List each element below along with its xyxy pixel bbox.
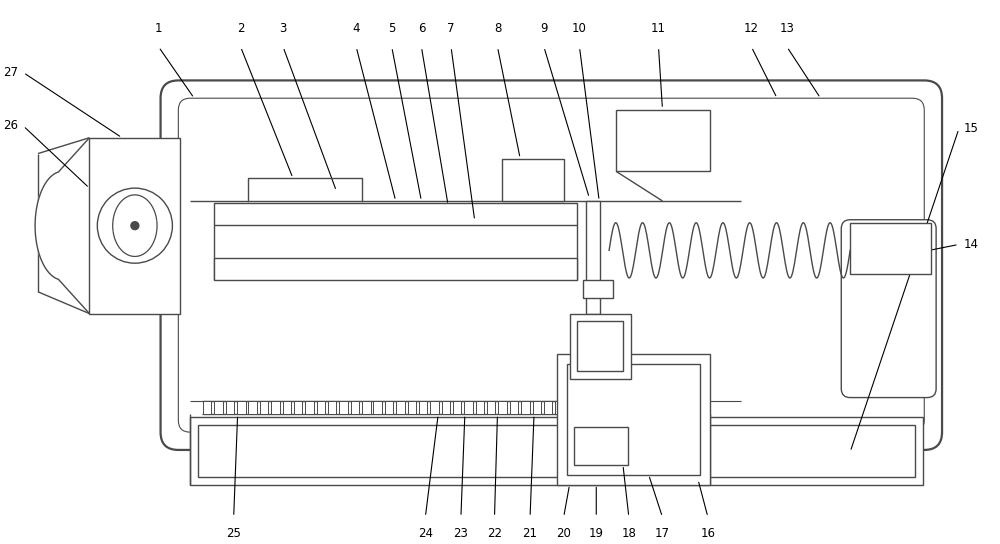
Bar <box>214 258 577 280</box>
Bar <box>510 400 518 415</box>
Text: 16: 16 <box>700 527 715 540</box>
Bar <box>533 400 541 415</box>
Bar <box>385 400 393 415</box>
Bar <box>583 280 613 298</box>
Bar <box>396 400 405 415</box>
Bar <box>214 203 577 225</box>
Bar <box>498 400 507 415</box>
Bar <box>89 138 180 313</box>
Text: 12: 12 <box>744 22 759 35</box>
Bar <box>237 400 246 415</box>
Bar <box>190 417 923 485</box>
Text: 24: 24 <box>418 527 433 540</box>
Bar <box>577 322 623 371</box>
Bar <box>453 400 461 415</box>
Bar <box>339 400 348 415</box>
Bar <box>476 400 484 415</box>
Bar <box>408 400 416 415</box>
FancyBboxPatch shape <box>841 220 936 398</box>
Text: 4: 4 <box>352 22 360 35</box>
Bar <box>248 400 257 415</box>
Bar <box>555 400 564 415</box>
Text: 6: 6 <box>418 22 425 35</box>
Bar <box>419 400 427 415</box>
Text: 13: 13 <box>780 22 794 35</box>
Text: 5: 5 <box>388 22 395 35</box>
Text: 26: 26 <box>3 119 18 132</box>
Bar <box>464 400 473 415</box>
Bar <box>271 400 280 415</box>
Bar <box>586 201 600 313</box>
Text: 20: 20 <box>556 527 571 540</box>
Text: 7: 7 <box>447 22 455 35</box>
Bar <box>260 400 268 415</box>
Polygon shape <box>35 172 58 279</box>
Text: 23: 23 <box>453 527 468 540</box>
Text: 19: 19 <box>589 527 604 540</box>
Bar <box>214 400 223 415</box>
Bar <box>226 400 234 415</box>
Bar <box>328 400 336 415</box>
Text: 18: 18 <box>621 527 636 540</box>
Bar <box>570 313 631 379</box>
Bar <box>521 400 530 415</box>
Text: 2: 2 <box>237 22 244 35</box>
Bar <box>203 400 211 415</box>
Text: 10: 10 <box>572 22 587 35</box>
Text: 21: 21 <box>523 527 538 540</box>
Bar <box>567 400 575 415</box>
Bar <box>305 400 314 415</box>
Bar <box>373 400 382 415</box>
Bar <box>574 427 628 465</box>
Bar <box>502 159 564 201</box>
Bar <box>567 364 700 474</box>
Bar <box>351 400 359 415</box>
Bar <box>283 400 291 415</box>
Text: 15: 15 <box>964 122 979 135</box>
Bar <box>198 425 915 477</box>
Bar <box>487 400 495 415</box>
Bar <box>430 400 439 415</box>
Text: 1: 1 <box>155 22 162 35</box>
Text: 25: 25 <box>226 527 241 540</box>
Bar <box>850 222 931 274</box>
Bar <box>616 110 710 171</box>
Bar <box>317 400 325 415</box>
FancyBboxPatch shape <box>161 81 942 450</box>
Text: 9: 9 <box>540 22 548 35</box>
Text: 11: 11 <box>651 22 666 35</box>
Text: 27: 27 <box>3 66 18 79</box>
Bar <box>362 400 371 415</box>
Circle shape <box>131 222 139 230</box>
Bar <box>442 400 450 415</box>
Text: 3: 3 <box>279 22 287 35</box>
Text: 14: 14 <box>964 238 979 251</box>
Text: 22: 22 <box>487 527 502 540</box>
Bar <box>557 354 710 485</box>
Bar <box>544 400 552 415</box>
Text: 8: 8 <box>494 22 501 35</box>
Bar <box>294 400 302 415</box>
Text: 17: 17 <box>655 527 670 540</box>
